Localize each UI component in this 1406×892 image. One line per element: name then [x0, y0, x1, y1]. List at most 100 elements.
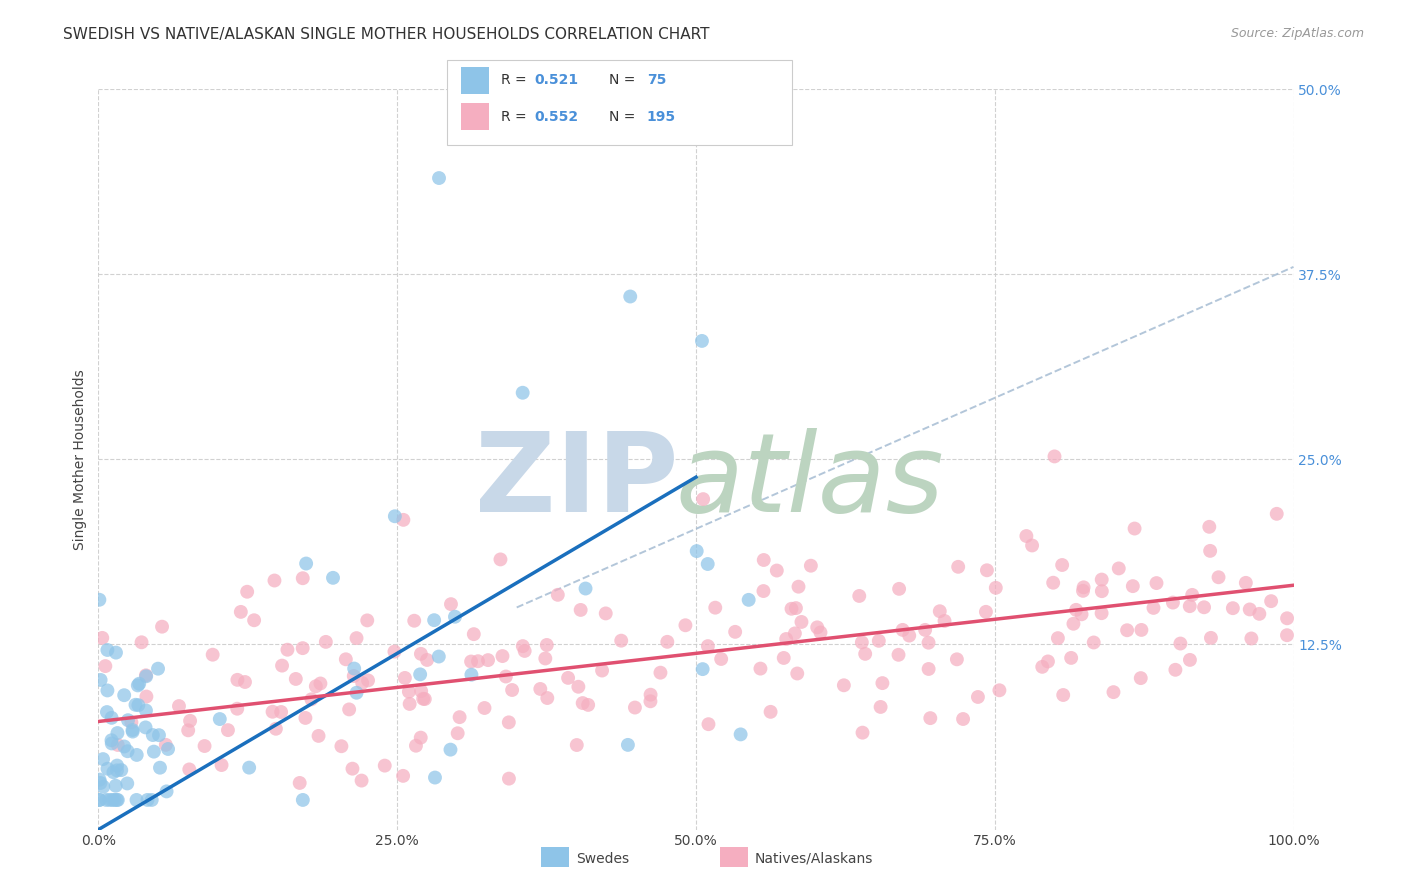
Point	[529, 681, 551, 696]
Point	[984, 581, 1007, 595]
Point	[444, 609, 467, 624]
Point	[121, 723, 143, 737]
Point	[786, 666, 808, 681]
Point	[948, 559, 970, 574]
Point	[536, 691, 558, 706]
Point	[155, 784, 177, 798]
Point	[887, 582, 910, 596]
Point	[89, 776, 111, 790]
Point	[449, 710, 471, 724]
Point	[405, 739, 427, 753]
Point	[136, 793, 159, 807]
Point	[127, 698, 149, 713]
Point	[463, 627, 485, 641]
Point	[696, 639, 718, 653]
Point	[872, 676, 894, 690]
Point	[394, 671, 416, 685]
Text: atlas: atlas	[675, 428, 943, 535]
Point	[565, 738, 588, 752]
Point	[105, 793, 128, 807]
Point	[851, 725, 873, 739]
Text: R =: R =	[501, 73, 530, 87]
Text: 0.521: 0.521	[534, 73, 578, 87]
Point	[1275, 611, 1298, 625]
Point	[91, 780, 114, 794]
Point	[107, 726, 129, 740]
Point	[610, 633, 633, 648]
Point	[322, 571, 344, 585]
Point	[704, 600, 727, 615]
Point	[1064, 603, 1087, 617]
Point	[783, 626, 806, 640]
Point	[491, 649, 513, 664]
Point	[1091, 584, 1114, 599]
Point	[1178, 599, 1201, 614]
Point	[498, 715, 520, 730]
Point	[495, 669, 517, 683]
Point	[477, 653, 499, 667]
Point	[128, 677, 150, 691]
Point	[447, 726, 470, 740]
Point	[557, 671, 579, 685]
Point	[891, 623, 914, 637]
Point	[264, 722, 287, 736]
Point	[96, 793, 118, 807]
Point	[299, 692, 322, 706]
Point	[810, 625, 832, 640]
Point	[591, 664, 613, 678]
Point	[291, 793, 314, 807]
Point	[749, 662, 772, 676]
Point	[787, 580, 810, 594]
Point	[127, 678, 149, 692]
Point	[404, 614, 426, 628]
Point	[398, 697, 420, 711]
Point	[780, 601, 803, 615]
Point	[226, 673, 249, 687]
Point	[617, 738, 640, 752]
Point	[135, 704, 157, 718]
Point	[1161, 596, 1184, 610]
Point	[90, 673, 112, 687]
Point	[193, 739, 215, 753]
Point	[149, 761, 172, 775]
Point	[112, 739, 135, 754]
Point	[595, 607, 617, 621]
Point	[337, 702, 360, 716]
Point	[270, 705, 292, 719]
Point	[800, 558, 823, 573]
Text: 0.552: 0.552	[534, 110, 578, 124]
Point	[238, 761, 260, 775]
Point	[89, 793, 111, 807]
Point	[1181, 588, 1204, 602]
Point	[107, 793, 129, 807]
Point	[851, 635, 873, 649]
Point	[392, 769, 415, 783]
Text: ZIP: ZIP	[475, 428, 678, 535]
Point	[177, 723, 200, 738]
Point	[94, 659, 117, 673]
Point	[571, 696, 593, 710]
Point	[1036, 655, 1059, 669]
Point	[117, 776, 139, 790]
Point	[384, 645, 406, 659]
Point	[89, 793, 111, 807]
Point	[1146, 576, 1168, 591]
Point	[1275, 628, 1298, 642]
Point	[650, 665, 672, 680]
Point	[117, 744, 139, 758]
Point	[135, 690, 157, 704]
Point	[848, 589, 870, 603]
Point	[785, 601, 807, 615]
Point	[759, 705, 782, 719]
Point	[343, 662, 366, 676]
Point	[489, 552, 512, 566]
Point	[167, 699, 190, 714]
Point	[1050, 558, 1073, 572]
Point	[869, 700, 891, 714]
Point	[409, 647, 432, 661]
Point	[724, 624, 747, 639]
Point	[576, 698, 599, 712]
Point	[1060, 651, 1083, 665]
Point	[89, 592, 111, 607]
Point	[934, 614, 956, 628]
